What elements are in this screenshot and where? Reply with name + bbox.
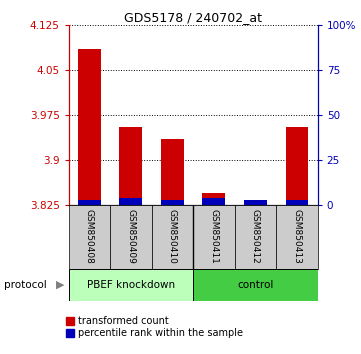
Text: GSM850412: GSM850412	[251, 209, 260, 263]
Bar	[286, 200, 308, 205]
Bar	[78, 49, 101, 205]
Bar	[161, 139, 184, 205]
Bar	[203, 193, 225, 205]
Text: GSM850410: GSM850410	[168, 209, 177, 263]
Bar	[276, 205, 318, 269]
Text: GSM850408: GSM850408	[85, 209, 94, 263]
Bar	[193, 205, 235, 269]
Text: control: control	[237, 280, 274, 290]
Bar	[235, 205, 276, 269]
Text: GSM850409: GSM850409	[126, 209, 135, 263]
Bar	[78, 200, 101, 205]
Bar	[119, 198, 142, 205]
Legend: transformed count, percentile rank within the sample: transformed count, percentile rank withi…	[66, 316, 243, 338]
Text: protocol: protocol	[4, 280, 46, 290]
Bar	[244, 200, 267, 205]
Title: GDS5178 / 240702_at: GDS5178 / 240702_at	[124, 11, 262, 24]
Text: PBEF knockdown: PBEF knockdown	[87, 280, 175, 290]
Bar	[69, 205, 110, 269]
Bar	[161, 200, 184, 205]
Bar	[152, 205, 193, 269]
Bar	[286, 127, 308, 205]
Bar	[110, 205, 152, 269]
Bar	[244, 202, 267, 205]
Bar	[203, 198, 225, 205]
Bar	[119, 127, 142, 205]
Text: ▶: ▶	[56, 280, 65, 290]
Text: GSM850413: GSM850413	[292, 209, 301, 263]
Text: GSM850411: GSM850411	[209, 209, 218, 263]
Bar	[193, 269, 318, 301]
Bar	[69, 269, 193, 301]
